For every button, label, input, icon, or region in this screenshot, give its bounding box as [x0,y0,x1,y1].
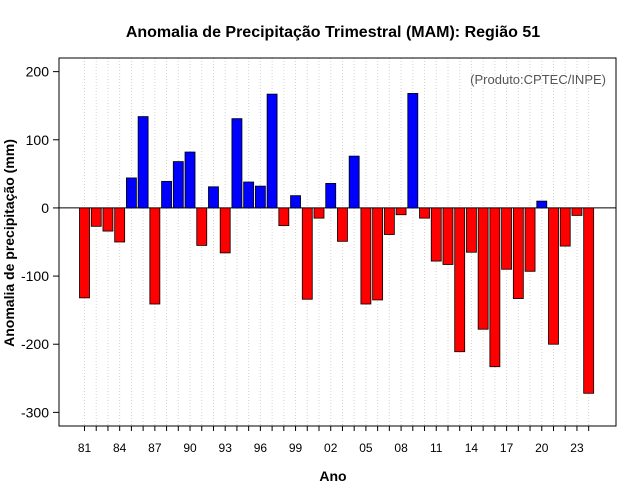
x-tick-label: 84 [113,441,127,455]
x-tick-label: 11 [430,441,443,455]
bar-1999 [290,195,301,209]
x-axis-label: Ano [319,468,346,484]
y-tick-label: -300 [21,404,49,420]
bar-2015 [477,207,489,330]
x-tick-label: 20 [535,441,549,455]
bar-2010 [419,207,430,219]
x-tick-label: 90 [183,441,197,455]
bar-1986 [137,116,149,209]
x-tick-label: 87 [148,441,162,455]
bar-2016 [489,207,501,368]
bar-1991 [196,207,208,246]
bar-1992 [208,186,219,209]
bar-2004 [348,155,360,209]
bar-2002 [325,182,337,209]
bar-1998 [278,207,290,227]
plot-frame [58,57,617,427]
y-tick-label: 0 [41,200,49,216]
bars [79,93,595,394]
bar-2019 [524,207,536,272]
bar-1988 [161,180,172,209]
bar-2000 [301,207,313,300]
bar-2003 [337,207,348,242]
x-tick-label: 93 [219,441,233,455]
bar-2021 [548,207,559,345]
bar-1984 [114,207,126,243]
bar-2017 [501,207,513,270]
bar-1997 [266,93,278,209]
bar-1989 [172,161,184,209]
x-tick-label: 23 [570,441,584,455]
bar-2022 [559,207,571,247]
bar-2024 [583,207,595,394]
x-tick-label: 02 [324,441,338,455]
bar-2011 [430,207,442,262]
y-axis-label: Anomalia de precipitação (mm) [1,139,17,347]
chart-title: Anomalia de Precipitação Trimestral (MAM… [126,24,540,41]
y-tick-label: 100 [26,132,50,148]
bar-2008 [395,207,407,216]
y-tick-label: -100 [21,268,49,284]
x-tick-label: 96 [254,441,268,455]
x-tick-label: 99 [289,441,303,455]
bar-1996 [254,185,266,209]
bar-1981 [79,207,90,299]
source-annotation: (Produto:CPTEC/INPE) [470,72,606,87]
bar-1995 [243,181,255,209]
x-tick-label: 17 [500,441,514,455]
y-tick-label: 200 [26,64,50,80]
bar-1983 [102,207,114,232]
x-tick-label: 08 [394,441,408,455]
bar-1987 [149,207,161,305]
x-axis: 81 84 87 90 93 96 99 02 05 08 11 14 17 20 23 [78,426,590,455]
x-tick-label: 81 [78,441,92,455]
bar-2009 [407,93,419,209]
bar-1982 [90,207,102,227]
bar-2012 [442,207,454,265]
bar-2013 [454,207,466,353]
bar-1985 [126,177,137,209]
bar-1993 [219,207,231,254]
x-tick-label: 05 [359,441,373,455]
bar-2005 [360,207,372,305]
y-tick-label: -200 [21,336,49,352]
bar-2001 [313,207,325,219]
bar-1994 [231,118,243,209]
bar-2020 [536,200,548,209]
bar-2023 [571,207,583,216]
y-axis: 200 100 0 -100 -200 -300 [21,64,59,420]
bar-1990 [184,151,196,209]
bar-2018 [512,207,524,299]
bar-2006 [372,207,384,301]
bar-2007 [383,207,395,235]
bar-2014 [466,207,477,253]
x-tick-label: 14 [465,441,479,455]
